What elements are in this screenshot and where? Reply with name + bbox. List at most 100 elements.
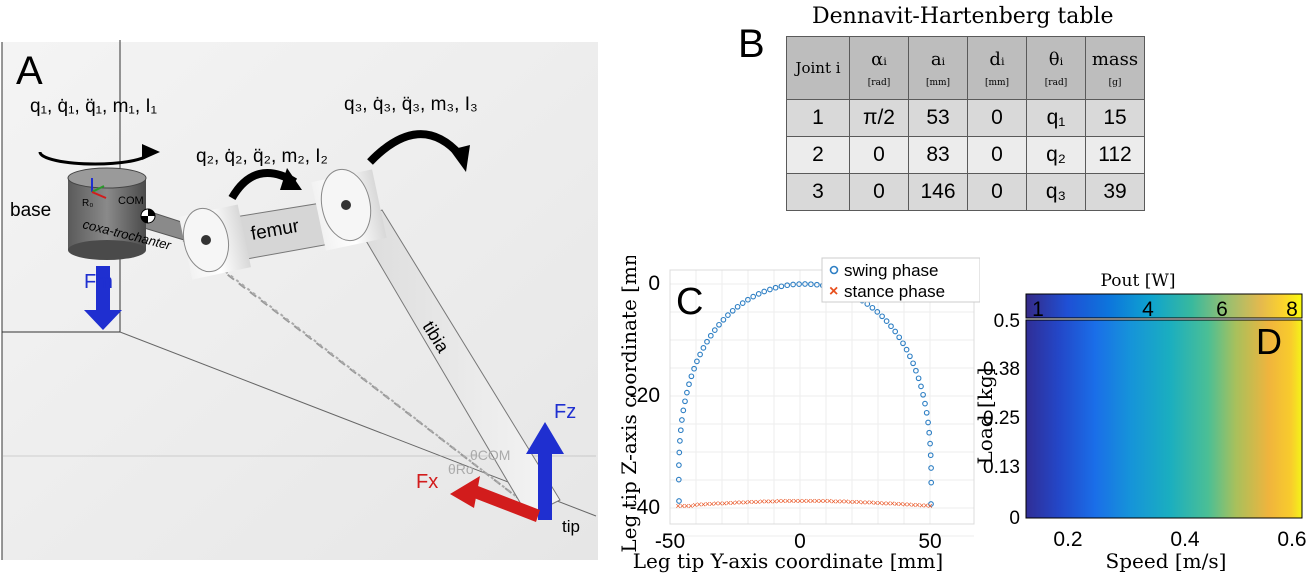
fx-arrow bbox=[450, 476, 540, 522]
table-cell: q₂ bbox=[1026, 136, 1086, 174]
swing-point bbox=[892, 328, 899, 335]
stance-point: × bbox=[684, 501, 689, 511]
panel-d-letter: D bbox=[1256, 321, 1282, 362]
swing-point bbox=[903, 346, 910, 353]
swing-point bbox=[676, 498, 682, 504]
swing-point bbox=[928, 479, 935, 486]
stance-point: × bbox=[852, 497, 857, 507]
stance-point: × bbox=[776, 496, 781, 506]
swing-point bbox=[729, 307, 736, 314]
swing-point bbox=[790, 281, 796, 288]
stance-point: × bbox=[785, 496, 790, 506]
d-xtick-2: 0.6 bbox=[1277, 528, 1306, 551]
stance-point: × bbox=[718, 499, 723, 509]
table-cell: 39 bbox=[1085, 173, 1145, 211]
dh-table-title: Dennavit-Hartenberg table bbox=[812, 4, 1114, 29]
fm-label: Fm bbox=[84, 271, 113, 293]
stance-point: × bbox=[806, 496, 811, 506]
c-legend: swing phase × stance phase bbox=[821, 257, 980, 303]
c-xtick-1: 0 bbox=[794, 530, 806, 553]
stance-point: × bbox=[856, 497, 861, 507]
d-ytick-3: 0.13 bbox=[983, 457, 1020, 478]
swing-point bbox=[814, 281, 820, 288]
swing-point bbox=[913, 367, 919, 374]
table-cell: 0 bbox=[849, 136, 909, 174]
stance-point: × bbox=[739, 498, 744, 508]
stance-point: × bbox=[869, 498, 874, 508]
stance-point: × bbox=[919, 501, 924, 511]
fz-label: Fz bbox=[554, 401, 576, 423]
table-cell: 112 bbox=[1085, 136, 1145, 174]
swing-point bbox=[707, 332, 714, 339]
panel-c-trajectory-plot: Leg tip Z-axis coordinate [mm] Leg tip Y… bbox=[617, 256, 980, 573]
table-cell: q₁ bbox=[1026, 99, 1086, 137]
colorbar-tick-3: 8 bbox=[1286, 298, 1298, 321]
tip-label: tip bbox=[562, 517, 580, 536]
colorbar-tick-0: 1 bbox=[1032, 298, 1044, 321]
fx-label: Fx bbox=[416, 471, 438, 493]
table-cell: 0 bbox=[849, 173, 909, 211]
stance-point: × bbox=[814, 496, 819, 506]
stance-point: × bbox=[928, 501, 933, 511]
swing-point bbox=[700, 345, 707, 351]
joint3-rotation-arrow bbox=[367, 130, 463, 165]
stance-point: × bbox=[726, 498, 731, 508]
swing-point bbox=[767, 286, 773, 293]
swing-point bbox=[761, 288, 768, 295]
c-xtick-2: 50 bbox=[918, 530, 941, 553]
panel-c-letter: C bbox=[676, 281, 703, 323]
stance-point: × bbox=[877, 498, 882, 508]
stance-point: × bbox=[810, 496, 815, 506]
c-ytick-0: 0 bbox=[648, 272, 660, 295]
stance-point: × bbox=[835, 496, 840, 506]
stance-point: × bbox=[793, 496, 798, 506]
com-label: COM bbox=[118, 195, 144, 207]
stance-point: × bbox=[881, 498, 886, 508]
swing-point bbox=[676, 449, 683, 456]
legend-swing-marker bbox=[829, 265, 839, 275]
legend-stance-label: stance phase bbox=[844, 282, 945, 301]
swing-point bbox=[772, 284, 779, 291]
legend-swing-label: swing phase bbox=[844, 261, 939, 280]
stance-point: × bbox=[709, 499, 714, 509]
stance-point: × bbox=[768, 496, 773, 506]
stance-point: × bbox=[911, 500, 916, 510]
table-row: 3 0 146 0 q₃ 39 bbox=[786, 173, 1145, 211]
d-ytick-2: 0.25 bbox=[983, 408, 1020, 429]
swing-point bbox=[704, 338, 710, 345]
stance-point: × bbox=[894, 499, 899, 509]
swing-point bbox=[915, 375, 922, 382]
fz-arrow bbox=[526, 422, 564, 520]
panel-b-letter: B bbox=[738, 22, 765, 66]
swing-point bbox=[725, 312, 731, 318]
table-row: 2 0 83 0 q₂ 112 bbox=[786, 136, 1145, 174]
stance-point: × bbox=[680, 501, 685, 511]
stance-point: × bbox=[734, 498, 739, 508]
table-cell: 3 bbox=[786, 173, 850, 211]
swing-point bbox=[716, 321, 722, 328]
header-d: dᵢ [mm] bbox=[967, 36, 1027, 100]
stance-point: × bbox=[907, 500, 912, 510]
swing-point bbox=[920, 391, 926, 398]
swing-point bbox=[874, 309, 881, 315]
stance-point: × bbox=[831, 496, 836, 506]
swing-point bbox=[750, 293, 757, 300]
joint2-label: q₂, q̇₂, q̈₂, m₂, I₂ bbox=[196, 146, 328, 167]
stance-point: × bbox=[713, 499, 718, 509]
fm-arrow bbox=[84, 266, 122, 330]
swing-point bbox=[796, 281, 802, 287]
header-theta: θᵢ [rad] bbox=[1026, 36, 1086, 100]
stance-point: × bbox=[722, 498, 727, 508]
heatmap-area bbox=[1026, 320, 1302, 518]
swing-point bbox=[900, 340, 906, 347]
swing-point bbox=[869, 304, 876, 311]
joint1-label: q₁, q̇₁, q̈₁, m₁, I₁ bbox=[30, 96, 157, 117]
stance-point: × bbox=[751, 497, 756, 507]
table-row: 1 π/2 53 0 q₁ 15 bbox=[786, 99, 1145, 137]
header-mass: mass [g] bbox=[1085, 36, 1145, 100]
swing-point bbox=[922, 400, 928, 407]
stance-point: × bbox=[688, 501, 693, 511]
stance-point: × bbox=[797, 496, 802, 506]
dh-table: Joint i αᵢ [rad] aᵢ [mm] dᵢ [mm] θᵢ [rad] ma… bbox=[786, 36, 1145, 211]
stance-point: × bbox=[676, 501, 681, 511]
